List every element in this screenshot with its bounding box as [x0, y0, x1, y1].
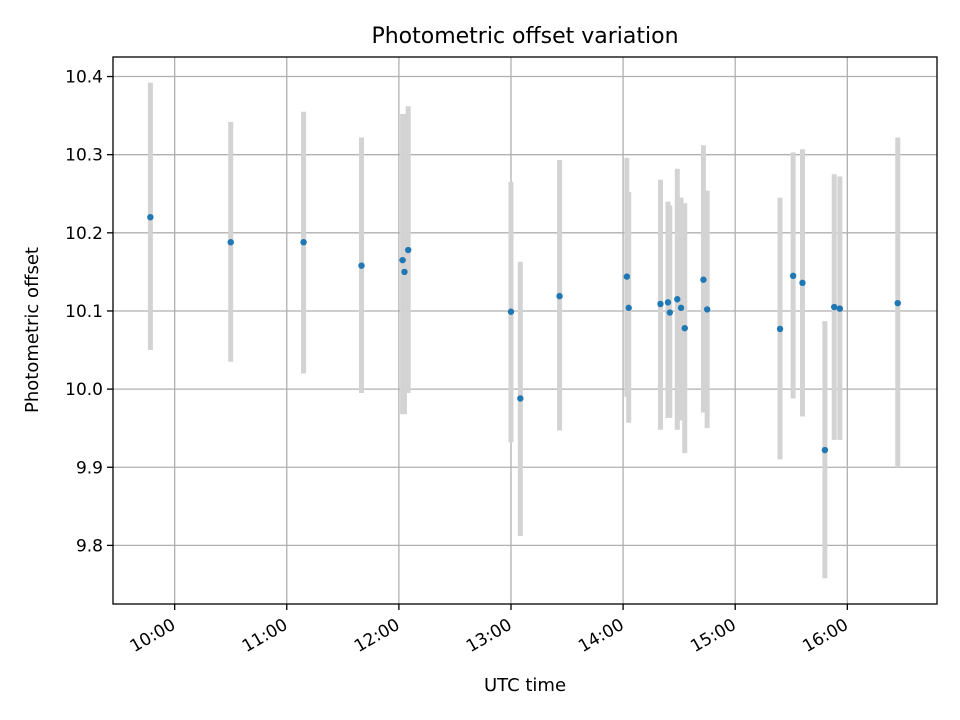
y-tick-label: 10.4 — [65, 68, 103, 88]
data-point — [674, 296, 681, 303]
data-point — [894, 299, 901, 307]
data-point — [399, 256, 406, 264]
data-point — [358, 262, 365, 269]
plot-frame — [112, 56, 938, 605]
data-point — [789, 272, 797, 279]
data-point — [227, 238, 234, 246]
data-point — [831, 303, 838, 311]
data-point — [147, 213, 154, 221]
y-tick-label: 10.0 — [65, 380, 103, 400]
y-tick-label: 10.2 — [65, 224, 103, 244]
data-point — [681, 324, 688, 332]
data-point — [700, 276, 707, 283]
y-tick-label: 9.9 — [76, 458, 103, 478]
data-point — [666, 309, 674, 316]
data-point — [703, 306, 711, 313]
data-point — [836, 305, 844, 312]
data-point — [300, 238, 307, 246]
point-layer — [147, 213, 901, 454]
data-point — [623, 273, 631, 280]
data-point — [776, 325, 784, 333]
data-point — [405, 246, 412, 254]
y-axis-label: Photometric offset — [22, 247, 43, 413]
data-point — [625, 304, 632, 312]
chart-title: Photometric offset variation — [371, 24, 678, 49]
y-tick-label: 10.3 — [65, 146, 103, 166]
data-point — [507, 308, 515, 315]
data-point — [517, 395, 524, 402]
data-point — [821, 446, 829, 454]
data-point — [664, 299, 672, 306]
data-point — [799, 279, 806, 287]
y-tick-label: 9.8 — [76, 536, 103, 556]
grid-layer — [113, 57, 937, 604]
data-point — [556, 292, 563, 300]
data-point — [657, 300, 664, 308]
y-tick-label: 10.1 — [65, 302, 103, 322]
x-axis-label: UTC time — [484, 675, 566, 696]
data-point — [401, 268, 408, 276]
data-point — [677, 304, 685, 312]
